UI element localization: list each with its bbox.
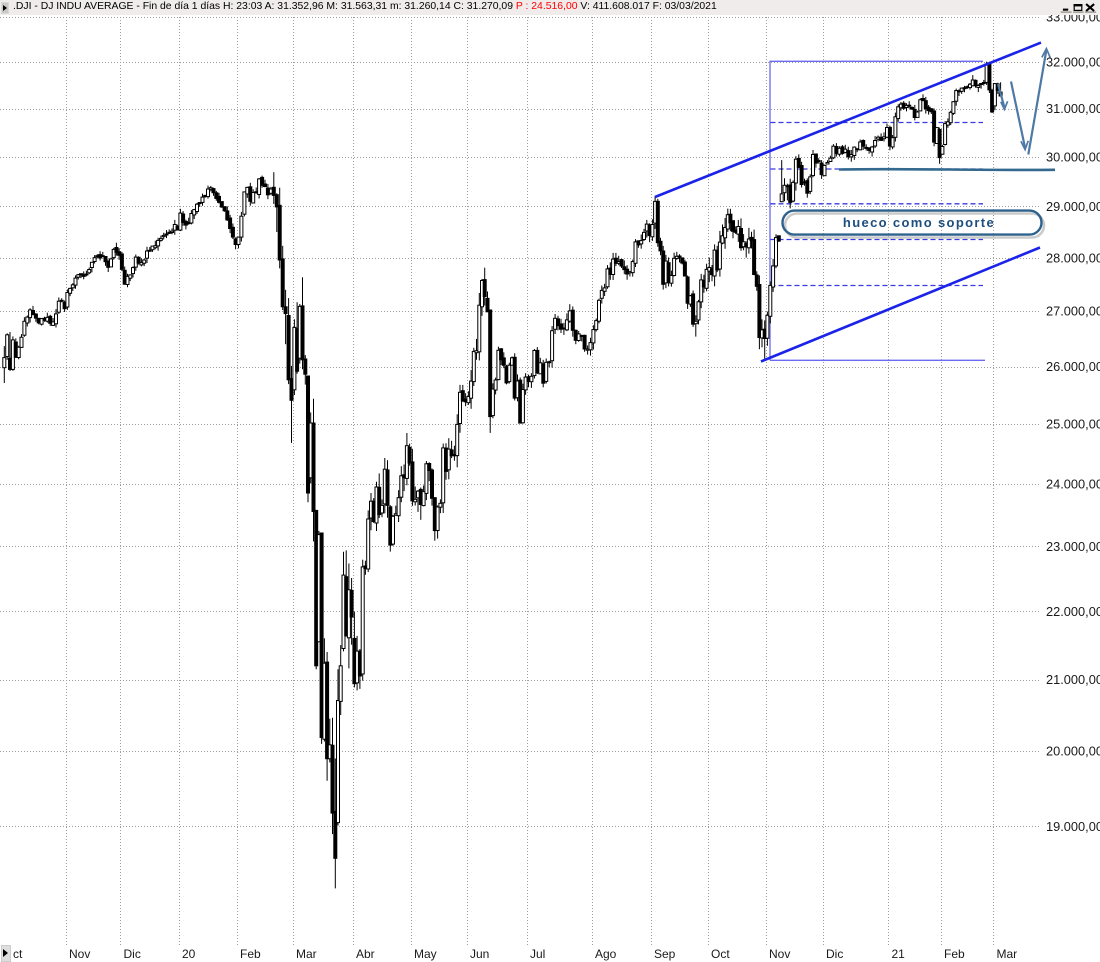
svg-text:24.000,00: 24.000,00 <box>1046 476 1100 491</box>
svg-text:Dic: Dic <box>124 947 141 961</box>
svg-text:Mar: Mar <box>997 947 1018 961</box>
svg-text:32.000,00: 32.000,00 <box>1046 55 1100 70</box>
svg-text:Nov: Nov <box>769 947 790 961</box>
svg-text:20: 20 <box>182 947 196 961</box>
svg-text:Nov: Nov <box>69 947 90 961</box>
svg-text:hueco como soporte: hueco como soporte <box>843 215 995 230</box>
svg-text:21.000,00: 21.000,00 <box>1046 672 1100 687</box>
svg-text:26.000,00: 26.000,00 <box>1046 359 1100 374</box>
svg-text:Feb: Feb <box>240 947 261 961</box>
svg-text:Mar: Mar <box>296 947 317 961</box>
svg-text:Jul: Jul <box>530 947 545 961</box>
svg-text:29.000,00: 29.000,00 <box>1046 199 1100 214</box>
svg-text:23.000,00: 23.000,00 <box>1046 539 1100 554</box>
svg-text:Oct: Oct <box>711 947 730 961</box>
svg-text:22.000,00: 22.000,00 <box>1046 604 1100 619</box>
svg-text:27.000,00: 27.000,00 <box>1046 304 1100 319</box>
svg-text:May: May <box>414 947 437 961</box>
svg-text:30.000,00: 30.000,00 <box>1046 149 1100 164</box>
svg-text:Sep: Sep <box>654 947 676 961</box>
svg-text:Dic: Dic <box>826 947 843 961</box>
svg-text:28.000,00: 28.000,00 <box>1046 250 1100 265</box>
svg-text:31.000,00: 31.000,00 <box>1046 101 1100 116</box>
svg-text:20.000,00: 20.000,00 <box>1046 744 1100 759</box>
svg-text:Jun: Jun <box>470 947 489 961</box>
svg-text:Feb: Feb <box>944 947 965 961</box>
svg-text:19.000,00: 19.000,00 <box>1046 819 1100 834</box>
svg-text:25.000,00: 25.000,00 <box>1046 417 1100 432</box>
svg-text:Ago: Ago <box>595 947 617 961</box>
svg-text:ct: ct <box>13 947 23 961</box>
svg-text:Abr: Abr <box>356 947 375 961</box>
svg-text:21: 21 <box>892 947 906 961</box>
